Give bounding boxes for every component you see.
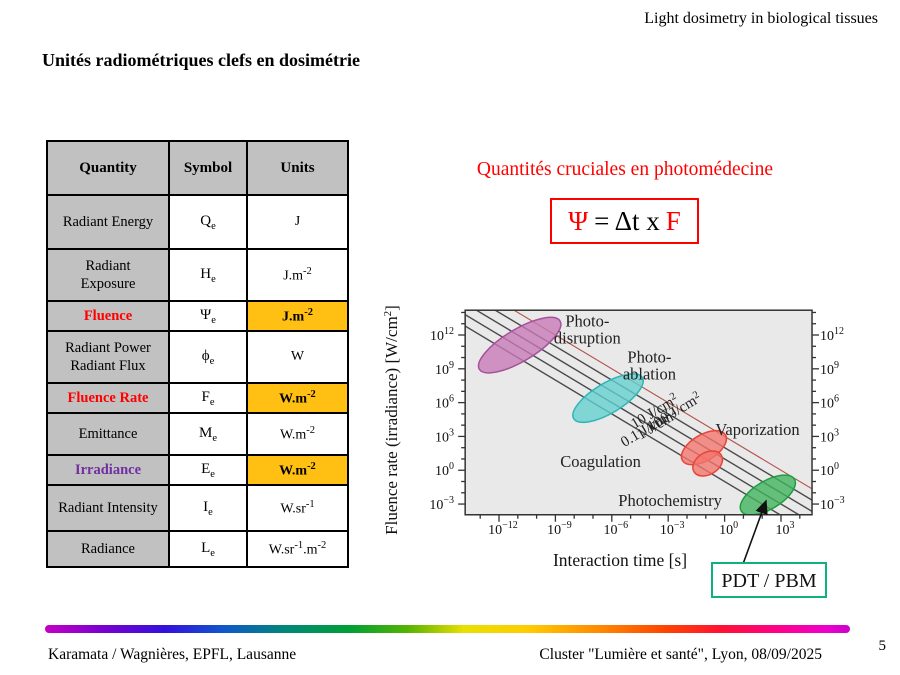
region-label-photochemistry: Photochemistry bbox=[618, 491, 722, 510]
table-row: Emittance Me W.m-2 bbox=[46, 412, 349, 456]
pdt-pbm-box bbox=[711, 562, 827, 598]
axis-tick-label: 10−3 bbox=[660, 520, 685, 538]
axis-tick-label: 100 bbox=[435, 461, 454, 479]
table-row: Radiant Exposure He J.m-2 bbox=[46, 248, 349, 302]
table-row: Irradiance Ee W.m-2 bbox=[46, 454, 349, 486]
units-cell: J bbox=[246, 194, 349, 250]
axis-tick-label: 109 bbox=[820, 360, 839, 378]
running-header: Light dosimetry in biological tissues bbox=[644, 10, 878, 27]
units-cell: J.m-2 bbox=[246, 248, 349, 302]
formula-psi: Ψ bbox=[568, 205, 589, 236]
units-cell: W.sr-1 bbox=[246, 484, 349, 532]
table-row: Radiant Energy Qe J bbox=[46, 194, 349, 250]
axis-tick-label: 106 bbox=[820, 394, 839, 412]
page-number: 5 bbox=[878, 638, 887, 654]
axis-tick-label: 109 bbox=[435, 360, 454, 378]
table-row: Radiant Power Radiant Flux ϕe W bbox=[46, 330, 349, 384]
units-cell: W.sr-1.m-2 bbox=[246, 530, 349, 568]
quantity-cell: Radiant Power Radiant Flux bbox=[46, 330, 170, 384]
plot-frame bbox=[464, 309, 813, 516]
footer-authors: Karamata / Wagnières, EPFL, Lausanne bbox=[48, 646, 297, 663]
symbol-cell: Me bbox=[168, 412, 248, 456]
table-row: Radiance Le W.sr-1.m-2 bbox=[46, 530, 349, 568]
symbol-cell: Ee bbox=[168, 454, 248, 486]
axis-tick-label: 10−9 bbox=[547, 520, 572, 538]
rainbow-divider bbox=[45, 625, 850, 633]
page-title: Unités radiométriques clefs en dosimétri… bbox=[42, 50, 360, 70]
region-ellipse-photodisruption bbox=[477, 316, 562, 374]
quantity-cell: Fluence bbox=[46, 300, 170, 332]
quantity-cell: Fluence Rate bbox=[46, 382, 170, 414]
units-cell: W.m-2 bbox=[246, 454, 349, 486]
axis-tick-label: 103 bbox=[820, 427, 839, 445]
symbol-cell: ϕe bbox=[168, 330, 248, 384]
x-axis-label: Interaction time [s] bbox=[553, 550, 687, 570]
symbol-cell: Qe bbox=[168, 194, 248, 250]
fluence-line-10 bbox=[475, 310, 813, 513]
axis-tick-label: 100 bbox=[719, 520, 738, 538]
axis-tick-label: 10−6 bbox=[603, 520, 628, 538]
units-cell: J.m-2 bbox=[246, 300, 349, 332]
column-header: Symbol bbox=[168, 140, 248, 196]
units-cell: W.m-2 bbox=[246, 382, 349, 414]
region-ellipse-photochemistry bbox=[739, 474, 797, 515]
pdt-pbm-label: PDT / PBM bbox=[721, 570, 816, 592]
photomedicine-heading: Quantités cruciales en photomédecine bbox=[476, 159, 774, 180]
symbol-cell: Fe bbox=[168, 382, 248, 414]
laser-tissue-interaction-chart: 10−12 10−9 10−6 10−3 100 103 10−3 10−3 100 100 103… bbox=[382, 305, 845, 598]
axis-tick-label: 1012 bbox=[430, 326, 454, 344]
table-header-row: Quantity Symbol Units bbox=[46, 140, 349, 196]
y-axis-label: Fluence rate (irradiance) [W/cm2] bbox=[382, 305, 401, 535]
quantity-cell: Radiant Intensity bbox=[46, 484, 170, 532]
fluence-formula-box: Ψ = Δt x F bbox=[550, 198, 699, 244]
quantity-cell: Radiance bbox=[46, 530, 170, 568]
quantity-cell: Radiant Exposure bbox=[46, 248, 170, 302]
units-table: Quantity Symbol Units Radiant Energy Qe J Rad… bbox=[46, 140, 349, 568]
pdt-arrow bbox=[742, 499, 768, 565]
table-row: Fluence Ψe J.m-2 bbox=[46, 300, 349, 332]
symbol-cell: Ψe bbox=[168, 300, 248, 332]
quantity-cell: Radiant Energy bbox=[46, 194, 170, 250]
axis-tick-label: 103 bbox=[435, 427, 454, 445]
axis-tick-label: 103 bbox=[776, 520, 795, 538]
formula-middle: = Δt x bbox=[594, 205, 660, 236]
units-cell: W.m-2 bbox=[246, 412, 349, 456]
formula-f: F bbox=[665, 205, 681, 236]
axis-tick-label: 10−12 bbox=[488, 520, 518, 538]
axis-tick-label: 10−3 bbox=[820, 495, 845, 513]
region-label-vaporization: Vaporization bbox=[715, 420, 799, 439]
region-label-coagulation: Coagulation bbox=[560, 452, 641, 471]
column-header: Quantity bbox=[46, 140, 170, 196]
symbol-cell: Le bbox=[168, 530, 248, 568]
axis-tick-label: 1012 bbox=[820, 326, 844, 344]
units-cell: W bbox=[246, 330, 349, 384]
quantity-cell: Irradiance bbox=[46, 454, 170, 486]
table-row: Radiant Intensity Ie W.sr-1 bbox=[46, 484, 349, 532]
axis-tick-label: 10−3 bbox=[429, 495, 454, 513]
column-header: Units bbox=[246, 140, 349, 196]
region-label-photoablation: Photo-ablation bbox=[623, 347, 676, 383]
symbol-cell: He bbox=[168, 248, 248, 302]
axis-tick-label: 100 bbox=[820, 461, 839, 479]
footer-event: Cluster "Lumière et santé", Lyon, 08/09/… bbox=[539, 646, 822, 663]
axis-tick-label: 106 bbox=[435, 394, 454, 412]
quantity-cell: Emittance bbox=[46, 412, 170, 456]
region-ellipse-photoablation bbox=[572, 373, 644, 424]
region-ellipse-coagulation bbox=[692, 450, 724, 477]
symbol-cell: Ie bbox=[168, 484, 248, 532]
radiometric-units-table: Quantity Symbol Units Radiant Energy Qe J Rad… bbox=[46, 140, 349, 568]
region-label-photodisruption: Photo-disruption bbox=[554, 311, 621, 347]
table-row: Fluence Rate Fe W.m-2 bbox=[46, 382, 349, 414]
